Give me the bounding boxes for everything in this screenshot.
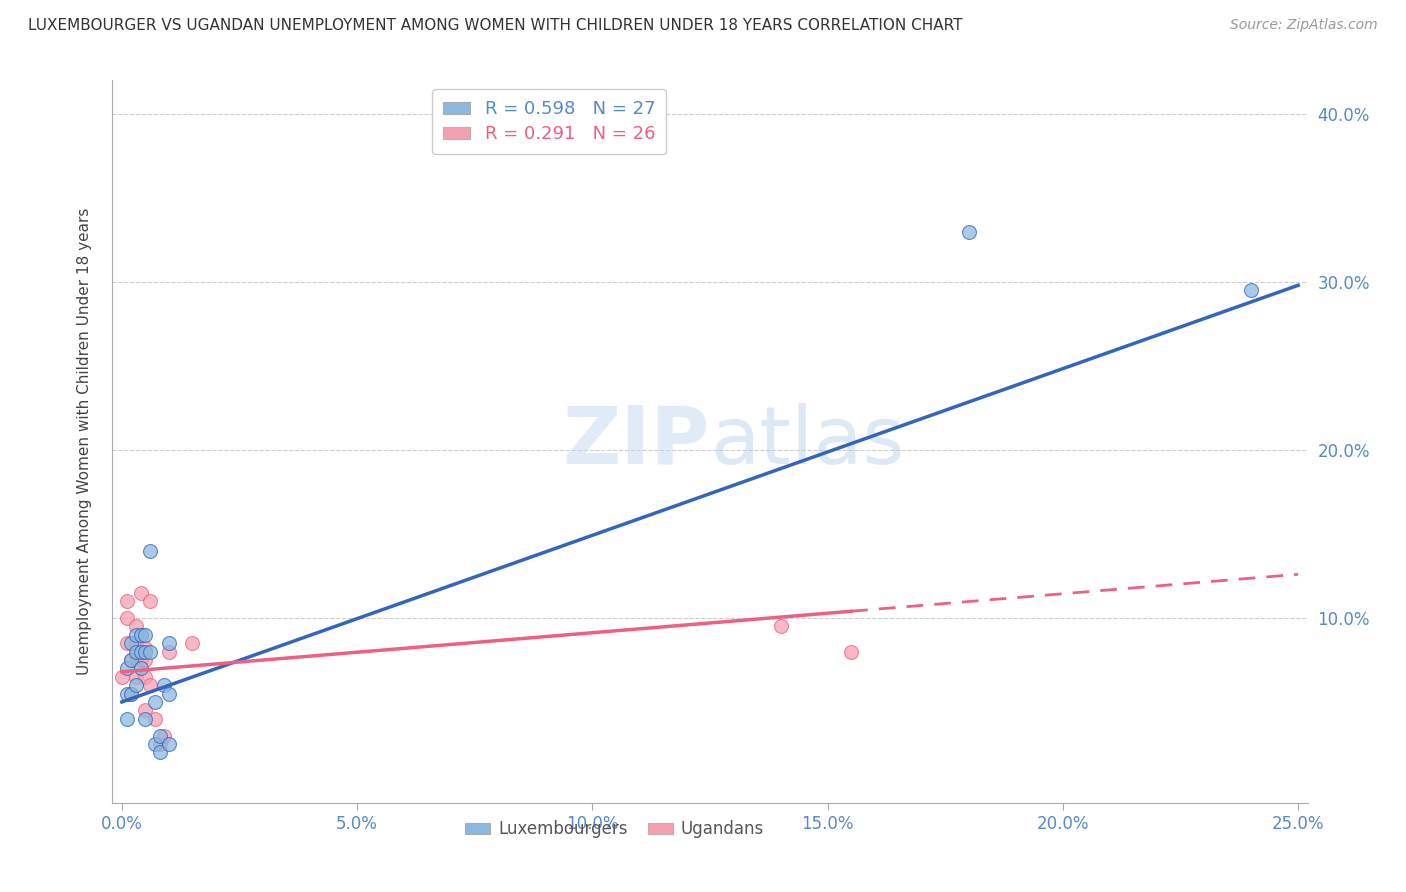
Point	[139, 594, 162, 608]
Point	[143, 695, 166, 709]
Point	[125, 628, 148, 642]
Point	[181, 636, 204, 650]
Point	[129, 628, 152, 642]
Point	[129, 644, 152, 658]
Point	[111, 670, 134, 684]
Point	[120, 653, 142, 667]
Point	[139, 678, 162, 692]
Point	[134, 641, 156, 656]
Point	[129, 653, 152, 667]
Point	[134, 670, 156, 684]
Point	[134, 653, 156, 667]
Text: atlas: atlas	[710, 402, 904, 481]
Point	[134, 644, 156, 658]
Point	[125, 648, 148, 662]
Point	[957, 225, 980, 239]
Point	[120, 687, 142, 701]
Legend: Luxembourgers, Ugandans: Luxembourgers, Ugandans	[458, 814, 770, 845]
Point	[134, 628, 156, 642]
Point	[125, 678, 148, 692]
Point	[148, 737, 170, 751]
Point	[115, 687, 138, 701]
Point	[153, 729, 176, 743]
Point	[115, 661, 138, 675]
Text: Source: ZipAtlas.com: Source: ZipAtlas.com	[1230, 18, 1378, 32]
Point	[139, 644, 162, 658]
Point	[120, 636, 142, 650]
Point	[139, 543, 162, 558]
Point	[129, 628, 152, 642]
Point	[125, 619, 148, 633]
Point	[120, 687, 142, 701]
Point	[125, 670, 148, 684]
Point	[120, 653, 142, 667]
Point	[1240, 283, 1263, 297]
Point	[157, 687, 180, 701]
Point	[115, 594, 138, 608]
Point	[157, 636, 180, 650]
Point	[157, 644, 180, 658]
Point	[153, 678, 176, 692]
Point	[115, 636, 138, 650]
Point	[129, 661, 152, 675]
Text: ZIP: ZIP	[562, 402, 710, 481]
Point	[143, 737, 166, 751]
Y-axis label: Unemployment Among Women with Children Under 18 years: Unemployment Among Women with Children U…	[77, 208, 91, 675]
Point	[125, 636, 148, 650]
Point	[148, 729, 170, 743]
Point	[143, 712, 166, 726]
Point	[134, 712, 156, 726]
Point	[115, 712, 138, 726]
Point	[129, 586, 152, 600]
Point	[134, 703, 156, 717]
Point	[148, 745, 170, 759]
Point	[125, 644, 148, 658]
Text: LUXEMBOURGER VS UGANDAN UNEMPLOYMENT AMONG WOMEN WITH CHILDREN UNDER 18 YEARS CO: LUXEMBOURGER VS UGANDAN UNEMPLOYMENT AMO…	[28, 18, 963, 33]
Point	[115, 611, 138, 625]
Point	[839, 644, 862, 658]
Point	[157, 737, 180, 751]
Point	[769, 619, 792, 633]
